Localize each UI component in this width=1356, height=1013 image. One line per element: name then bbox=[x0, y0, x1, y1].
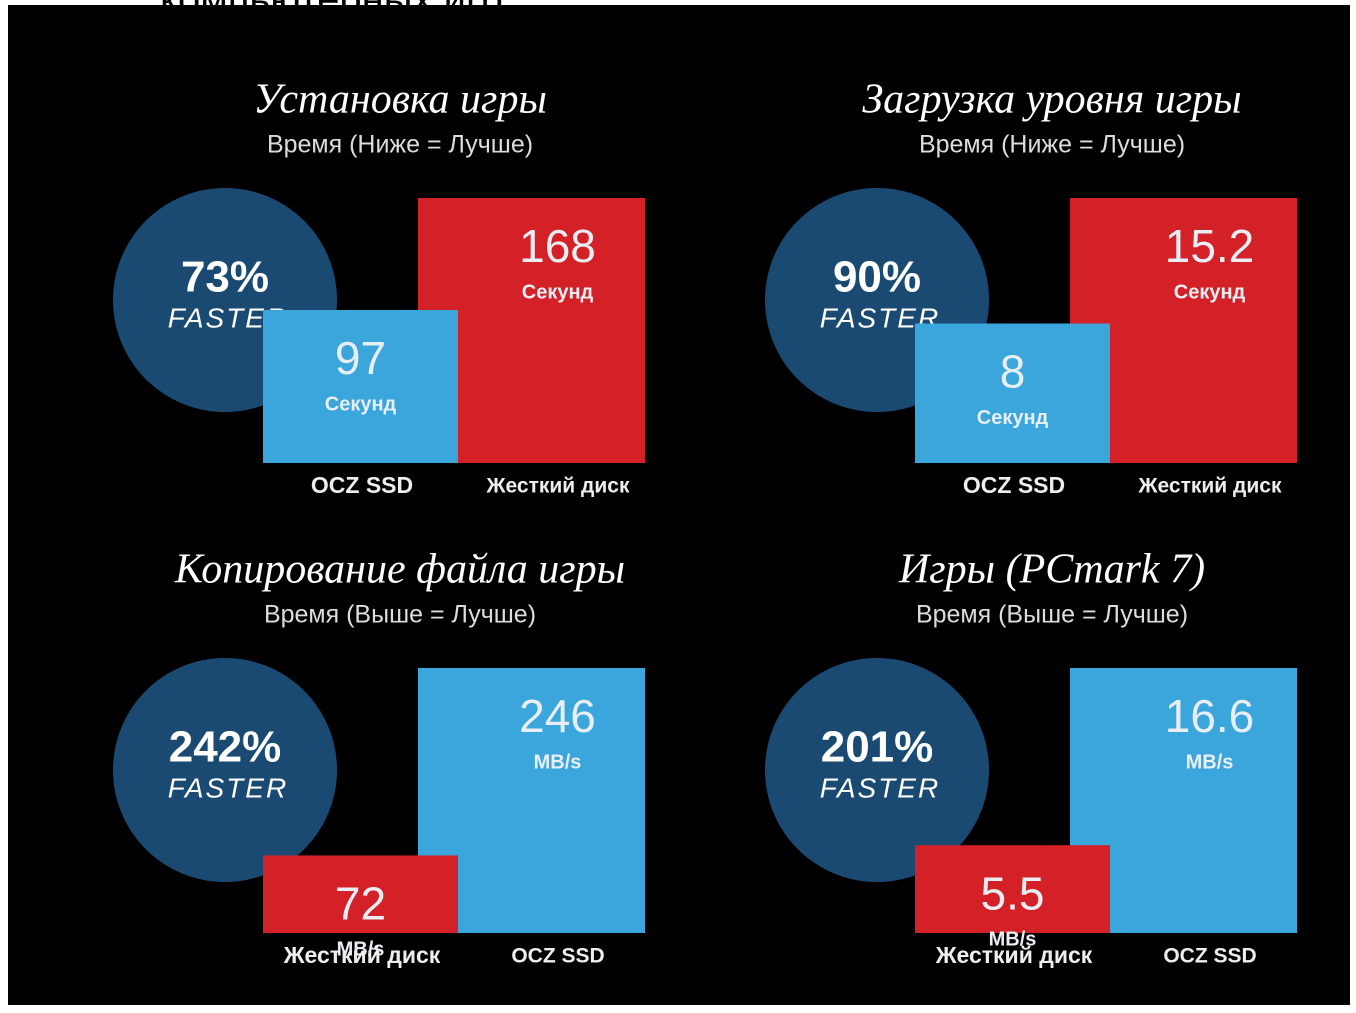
badge-value: 73% bbox=[181, 253, 269, 302]
bar-unit: MB/s bbox=[337, 939, 385, 961]
bar-value: 97 bbox=[335, 332, 386, 384]
chart-title: Загрузка уровня игры bbox=[862, 77, 1241, 123]
category-label: OCZ SSD bbox=[311, 472, 413, 498]
chart-title: Установка игры bbox=[253, 77, 547, 123]
category-label: OCZ SSD bbox=[1163, 945, 1256, 968]
chart-subtitle: Время (Ниже = Лучше) bbox=[919, 131, 1185, 159]
category-label: Жесткий диск bbox=[283, 942, 441, 968]
badge bbox=[765, 658, 989, 882]
badge-value: 242% bbox=[169, 723, 282, 772]
chart-title: Игры (PCmark 7) bbox=[898, 547, 1205, 593]
chart-subtitle: Время (Выше = Лучше) bbox=[264, 601, 536, 629]
bar-value: 72 bbox=[335, 878, 386, 930]
bar-unit: Секунд bbox=[325, 393, 397, 415]
badge-label: FASTER bbox=[820, 772, 940, 803]
header: компьютерных игр bbox=[160, 0, 503, 22]
chart-subtitle: Время (Ниже = Лучше) bbox=[267, 131, 533, 159]
badge-value: 90% bbox=[833, 253, 921, 302]
bar-value: 16.6 bbox=[1165, 690, 1255, 742]
category-label: OCZ SSD bbox=[963, 472, 1065, 498]
bar-value: 168 bbox=[519, 220, 596, 272]
bar bbox=[915, 323, 1110, 463]
chart-title: Копирование файла игры bbox=[174, 547, 625, 593]
bar bbox=[263, 855, 458, 933]
bar-value: 246 bbox=[519, 690, 596, 742]
bar-unit: Секунд bbox=[977, 407, 1049, 429]
bar-unit: MB/s bbox=[534, 751, 582, 773]
bar bbox=[263, 309, 458, 463]
badge bbox=[113, 658, 337, 882]
category-label: Жесткий диск bbox=[935, 942, 1093, 968]
badge-value: 201% bbox=[821, 723, 934, 772]
bar-unit: MB/s bbox=[1186, 751, 1234, 773]
bar-value: 8 bbox=[1000, 346, 1026, 398]
category-label: Жесткий диск bbox=[486, 475, 630, 498]
badge-label: FASTER bbox=[168, 772, 288, 803]
bar-value: 5.5 bbox=[981, 867, 1045, 919]
bar-unit: Секунд bbox=[1174, 281, 1246, 303]
bar-unit: Секунд bbox=[522, 281, 594, 303]
bar bbox=[915, 845, 1110, 933]
bar-unit: MB/s bbox=[989, 928, 1037, 950]
category-label: Жесткий диск bbox=[1138, 475, 1282, 498]
category-label: OCZ SSD bbox=[511, 945, 604, 968]
chart-subtitle: Время (Выше = Лучше) bbox=[916, 601, 1188, 629]
bar-value: 15.2 bbox=[1165, 220, 1255, 272]
